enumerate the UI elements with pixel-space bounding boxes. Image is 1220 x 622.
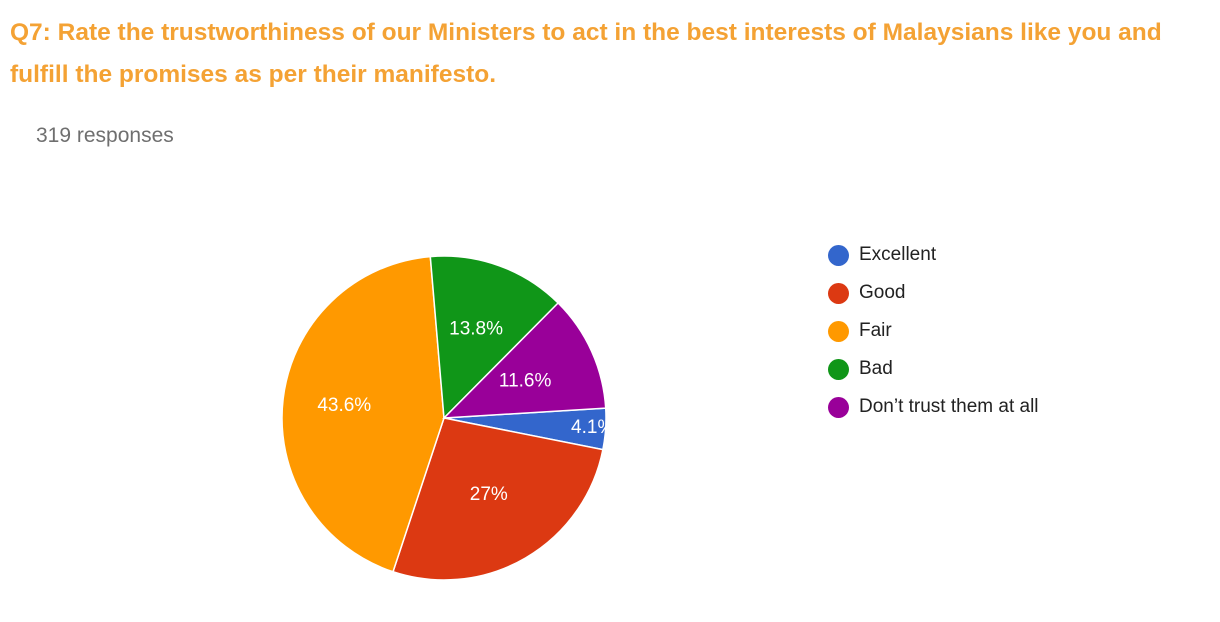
response-count: 319 responses — [36, 124, 174, 147]
chart-legend: Excellent Good Fair Bad Don’t trust them at … — [828, 236, 1039, 426]
pie-slice-bad — [429, 255, 560, 420]
legend-label: Don’t trust them at all — [859, 396, 1039, 417]
pie-slice-fair — [281, 255, 445, 573]
slice-label-dont-trust: 11.6% — [499, 370, 552, 391]
legend-label: Excellent — [859, 244, 937, 265]
legend-swatch — [828, 320, 849, 342]
legend-label: Bad — [859, 358, 893, 379]
legend-item-bad: Bad — [828, 350, 1039, 388]
question-title: Q7: Rate the trustworthiness of our Mini… — [10, 19, 1162, 88]
slice-label-fair: 43.6% — [317, 395, 371, 416]
legend-item-fair: Fair — [828, 312, 1039, 350]
slice-label-bad: 13.8% — [449, 319, 503, 340]
legend-label: Fair — [859, 320, 892, 341]
legend-swatch — [828, 396, 849, 418]
legend-item-good: Good — [828, 274, 1039, 312]
slice-label-excellent: 4.1% — [571, 417, 614, 438]
legend-swatch — [828, 244, 849, 266]
legend-swatch — [828, 282, 849, 304]
legend-label: Good — [859, 282, 906, 303]
slice-label-good: 27% — [470, 484, 508, 505]
legend-swatch — [828, 358, 849, 380]
pie-slice-good — [392, 417, 604, 581]
legend-item-excellent: Excellent — [828, 236, 1039, 274]
legend-item-dont-trust: Don’t trust them at all — [828, 388, 1039, 426]
pie-slice-dont-trust — [442, 301, 607, 419]
